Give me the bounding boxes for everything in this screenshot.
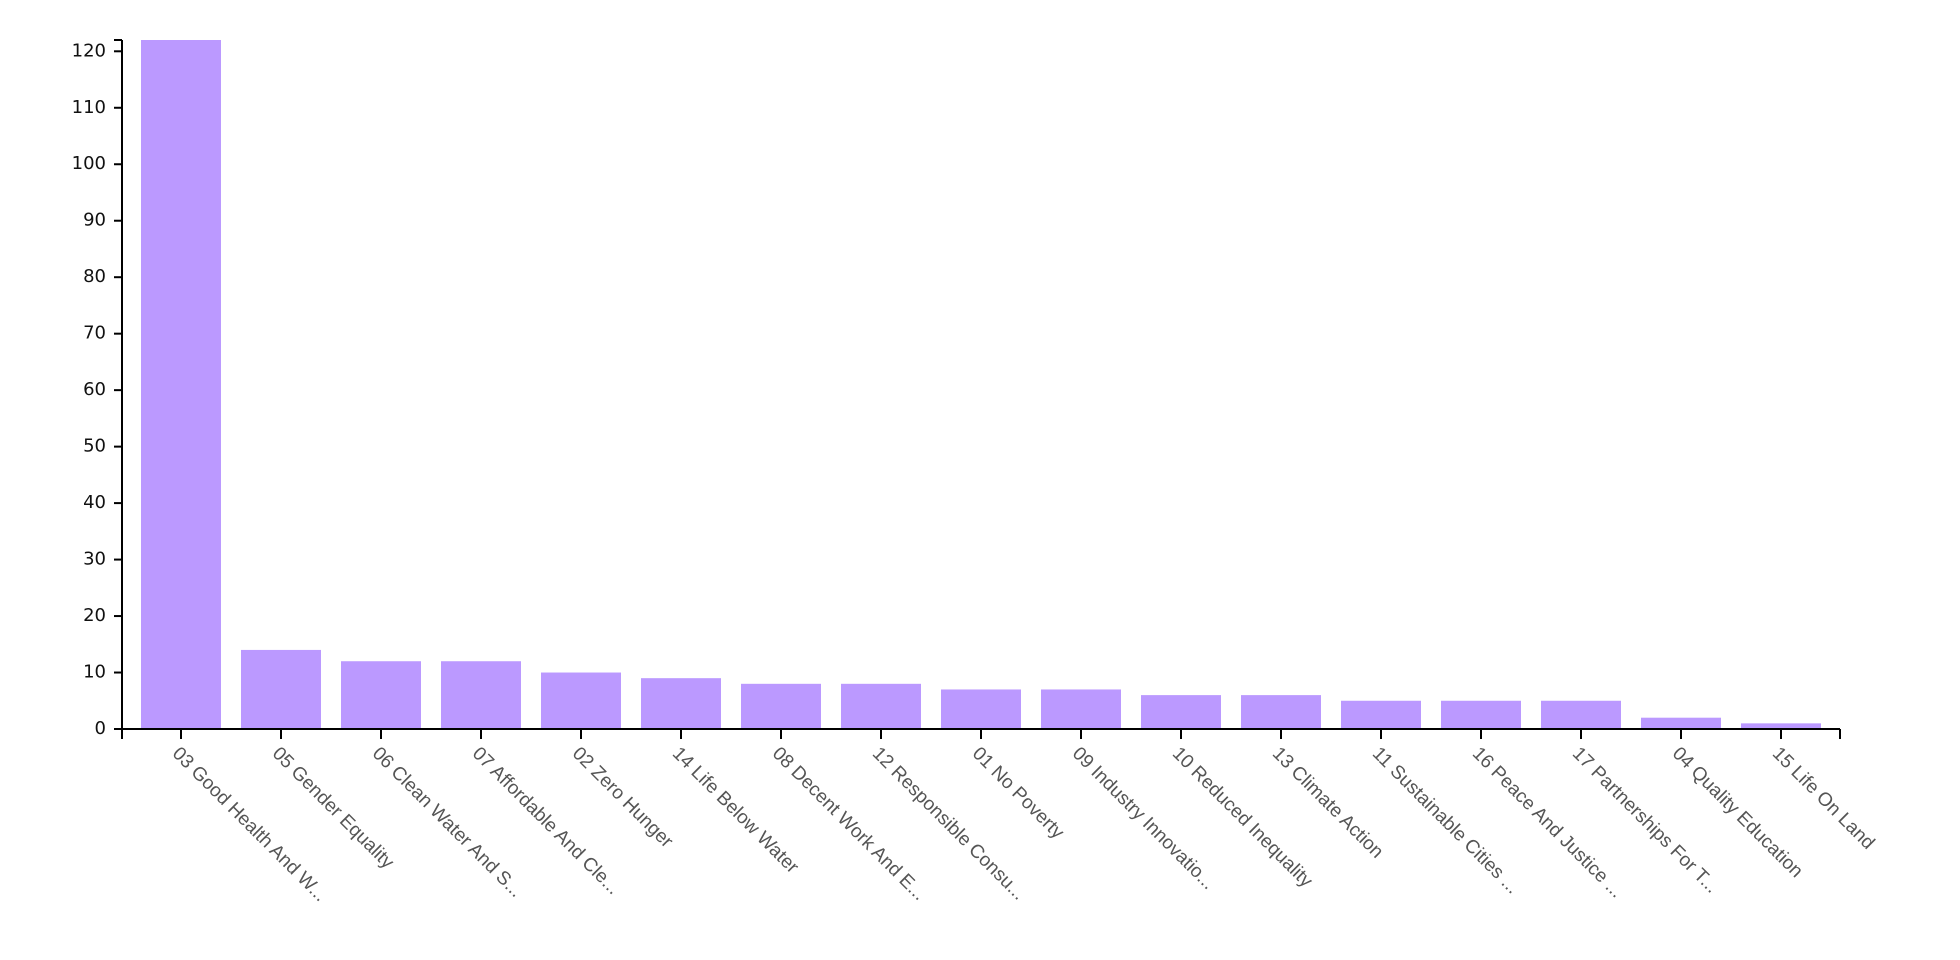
y-tick-label: 0 <box>95 718 106 739</box>
bar-1 <box>141 40 221 729</box>
y-tick-label: 110 <box>72 97 106 118</box>
x-category-label: 15 Life On Land <box>1768 743 1878 853</box>
y-tick-label: 50 <box>83 436 106 457</box>
bar-15 <box>1541 700 1621 729</box>
bar-17 <box>1741 723 1821 729</box>
bar-7 <box>741 683 821 729</box>
y-tick-label: 70 <box>83 323 106 344</box>
y-tick-label: 80 <box>83 266 106 287</box>
y-tick-label: 120 <box>72 40 106 61</box>
x-category-label: 02 Zero Hunger <box>568 743 677 852</box>
y-tick-label: 20 <box>83 605 106 626</box>
bar-14 <box>1441 700 1521 729</box>
bar-13 <box>1341 700 1421 729</box>
x-axis: 03 Good Health And W...05 Gender Equalit… <box>121 728 1878 906</box>
bar-3 <box>341 661 421 729</box>
y-axis: 0 10 20 30 40 50 60 70 80 90 100 110 120 <box>72 39 123 739</box>
bar-5 <box>541 672 621 729</box>
y-tick-label: 90 <box>83 210 106 231</box>
x-category-label: 01 No Poverty <box>968 743 1068 843</box>
bar-12 <box>1241 695 1321 729</box>
bar-10 <box>1041 689 1121 729</box>
bar-2 <box>241 649 321 729</box>
x-category-label: 13 Climate Action <box>1268 743 1387 862</box>
y-tick-label: 100 <box>72 153 106 174</box>
bar-6 <box>641 678 721 729</box>
bar-4 <box>441 661 521 729</box>
y-tick-label: 40 <box>83 492 106 513</box>
y-tick-label: 60 <box>83 379 106 400</box>
y-tick-label: 10 <box>83 662 106 683</box>
y-tick-label: 30 <box>83 549 106 570</box>
bar-16 <box>1641 717 1721 729</box>
bars-group <box>141 40 1821 729</box>
bar-9 <box>941 689 1021 729</box>
bar-11 <box>1141 695 1221 729</box>
bar-8 <box>841 683 921 729</box>
